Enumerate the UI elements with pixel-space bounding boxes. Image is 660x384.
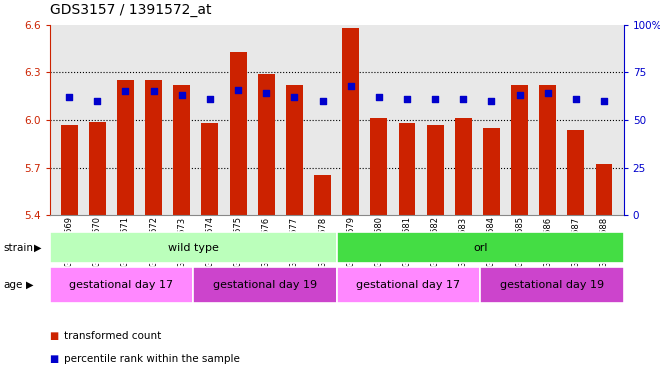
Point — [205, 96, 215, 102]
Bar — [230, 52, 247, 215]
Text: percentile rank within the sample: percentile rank within the sample — [64, 354, 240, 364]
Bar — [50, 267, 193, 303]
Bar — [568, 129, 584, 215]
Point — [402, 96, 412, 102]
Point — [317, 98, 328, 104]
Text: wild type: wild type — [168, 243, 218, 253]
Text: age: age — [3, 280, 22, 290]
Point — [486, 98, 497, 104]
Point — [374, 94, 384, 100]
Point — [514, 92, 525, 98]
Text: orl: orl — [473, 243, 487, 253]
Bar — [337, 267, 480, 303]
Text: ▶: ▶ — [34, 243, 42, 253]
Text: gestational day 17: gestational day 17 — [69, 280, 174, 290]
Point — [261, 90, 271, 96]
Bar — [343, 28, 359, 215]
Bar — [314, 175, 331, 215]
Point — [570, 96, 581, 102]
Bar — [595, 164, 612, 215]
Point — [233, 86, 244, 93]
Point — [430, 96, 440, 102]
Point — [543, 90, 553, 96]
Bar — [145, 80, 162, 215]
Bar — [286, 85, 303, 215]
Text: strain: strain — [3, 243, 33, 253]
Text: ▶: ▶ — [26, 280, 34, 290]
Point — [92, 98, 103, 104]
Point — [289, 94, 300, 100]
Text: gestational day 17: gestational day 17 — [356, 280, 461, 290]
Bar — [174, 85, 190, 215]
Text: GDS3157 / 1391572_at: GDS3157 / 1391572_at — [50, 3, 211, 17]
Bar — [89, 122, 106, 215]
Text: ■: ■ — [50, 331, 59, 341]
Bar — [61, 125, 78, 215]
Bar — [201, 123, 218, 215]
Bar — [480, 267, 624, 303]
Bar — [337, 232, 624, 263]
Bar — [117, 80, 134, 215]
Bar — [258, 74, 275, 215]
Bar — [193, 267, 337, 303]
Text: ■: ■ — [50, 354, 59, 364]
Point — [599, 98, 609, 104]
Point — [148, 88, 159, 94]
Bar — [483, 128, 500, 215]
Bar — [426, 125, 444, 215]
Point — [64, 94, 75, 100]
Bar — [399, 123, 415, 215]
Point — [458, 96, 469, 102]
Bar — [455, 118, 472, 215]
Bar — [50, 232, 337, 263]
Bar — [539, 85, 556, 215]
Text: transformed count: transformed count — [64, 331, 161, 341]
Point — [345, 83, 356, 89]
Text: gestational day 19: gestational day 19 — [500, 280, 604, 290]
Point — [176, 92, 187, 98]
Text: gestational day 19: gestational day 19 — [213, 280, 317, 290]
Bar — [511, 85, 528, 215]
Point — [120, 88, 131, 94]
Bar — [370, 118, 387, 215]
